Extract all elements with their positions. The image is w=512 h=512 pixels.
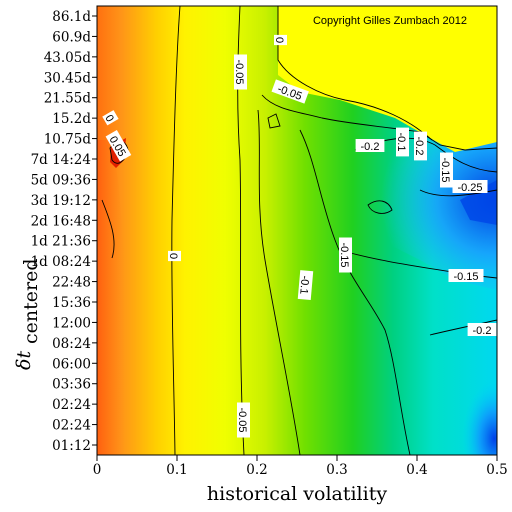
contour-label: -0.15 xyxy=(448,269,484,283)
contour-label: -0.2 xyxy=(413,131,427,161)
contour-label-text: -0.2 xyxy=(361,141,380,153)
y-tick-label: 86.1d xyxy=(52,9,91,25)
y-tick-label: 60.9d xyxy=(52,29,91,45)
contour-label-text: -0.2 xyxy=(473,325,492,337)
contour-label-text: 0 xyxy=(273,37,285,43)
contour-label-bg xyxy=(105,130,132,162)
y-tick-label: 03:36 xyxy=(52,377,91,393)
contour-label-bg xyxy=(467,323,497,336)
contour-line-islet-2 xyxy=(367,200,393,214)
y-tick-label: 7d 14:24 xyxy=(31,152,91,168)
contour-label: -0.2 xyxy=(355,139,385,153)
contour-label: -0.15 xyxy=(338,237,352,273)
contour-label-text: -0.15 xyxy=(338,242,350,267)
contour-label-bg xyxy=(271,79,309,104)
contour-label: -0.15 xyxy=(439,152,453,188)
plot-frame xyxy=(96,5,498,456)
contour-label-text: -0.1 xyxy=(395,133,407,152)
y-tick-label: 30.45d xyxy=(44,70,92,86)
y-axis-title-subscript: centered xyxy=(20,259,42,345)
contour-lines xyxy=(101,5,498,456)
y-tick-label: 3d 19:12 xyxy=(31,193,91,209)
contour-label-text: 0 xyxy=(167,253,179,259)
contour-label-bg xyxy=(448,269,484,282)
contour-label-bg xyxy=(440,152,453,188)
contour-label-text: -0.2 xyxy=(413,137,425,156)
y-tick-label: 43.05d xyxy=(44,50,92,66)
contour-label: -0.05 xyxy=(233,54,247,90)
x-tick-label: 0.5 xyxy=(486,462,507,478)
contour-label: -0.25 xyxy=(452,180,488,194)
contour-line-minus02-lower xyxy=(429,319,498,336)
contour-label: -0.1 xyxy=(395,127,409,157)
contour-label-text: -0.15 xyxy=(453,271,478,283)
x-tick-label: 0.1 xyxy=(166,462,187,478)
contour-label-bg xyxy=(168,250,181,262)
x-tick-label: 0.4 xyxy=(406,462,427,478)
contour-label-text: -0.15 xyxy=(439,157,451,182)
contour-label: -0.05 xyxy=(236,402,250,438)
contour-label: 0 xyxy=(167,250,181,262)
contour-label-bg xyxy=(396,127,409,157)
y-tick-label: 02:24 xyxy=(52,418,91,434)
x-axis: 0 0.1 0.2 0.3 0.4 0.5 xyxy=(93,455,508,478)
contour-label-bg xyxy=(237,402,250,438)
copyright-notice: Copyright Gilles Zumbach 2012 xyxy=(313,15,467,27)
contour-label-bg xyxy=(234,54,247,90)
contour-line-minus015 xyxy=(299,129,411,456)
x-tick-label: 0 xyxy=(93,462,102,478)
contour-line-minus005-upper xyxy=(261,94,498,151)
contour-line-minus025 xyxy=(419,189,498,197)
y-tick-label: 08:24 xyxy=(52,336,91,352)
contour-line-top-boundary xyxy=(277,6,433,141)
x-tick-label: 0.3 xyxy=(326,462,347,478)
y-axis: 01:12 02:24 02:24 03:36 06:00 08:24 12:00 15:36… xyxy=(31,9,97,454)
contour-label-bg xyxy=(355,139,385,152)
contour-label-text: -0.05 xyxy=(233,59,245,84)
contour-label: 0 xyxy=(273,34,287,46)
x-tick-label: 0.2 xyxy=(246,462,267,478)
contour-label-bg xyxy=(274,34,287,46)
y-tick-label: 06:00 xyxy=(52,356,91,372)
contour-label-bg xyxy=(339,237,352,273)
x-axis-title: historical volatility xyxy=(207,483,387,505)
contour-label-text: 0 xyxy=(102,113,115,124)
contour-label-text: -0.25 xyxy=(457,182,482,194)
y-axis-title: δt centered xyxy=(13,259,42,371)
contour-line-minus01 xyxy=(257,109,301,456)
y-tick-label: 01:12 xyxy=(52,438,91,454)
y-tick-label: 15:36 xyxy=(52,295,91,311)
contour-label: 0 xyxy=(102,110,119,126)
y-tick-label: 2d 16:48 xyxy=(31,213,91,229)
y-tick-label: 10.75d xyxy=(44,132,92,148)
contour-label-bg xyxy=(297,270,314,300)
y-tick-label: 1d 21:36 xyxy=(31,234,91,250)
contour-line-0 xyxy=(171,5,181,456)
contour-label-text: -0.1 xyxy=(297,275,311,295)
contour-line-left xyxy=(101,199,115,259)
contour-field xyxy=(97,6,497,455)
y-tick-label: 1d 08:24 xyxy=(31,254,91,270)
contour-line-islet xyxy=(267,113,281,129)
y-tick-label: 12:00 xyxy=(52,315,91,331)
y-tick-label: 5d 09:36 xyxy=(31,172,91,188)
contour-label: -0.1 xyxy=(297,270,314,300)
contour-label-bg xyxy=(102,110,119,126)
y-tick-label: 15.2d xyxy=(52,111,91,127)
y-axis-title-main: δt xyxy=(13,351,35,370)
contour-label: -0.2 xyxy=(467,323,497,337)
y-tick-label: 02:24 xyxy=(52,397,91,413)
contour-label-bg xyxy=(414,131,427,161)
contour-label-bg xyxy=(452,180,488,193)
contour-label-text: -0.05 xyxy=(236,407,248,432)
y-tick-label: 22:48 xyxy=(52,275,91,291)
y-tick-label: 21.55d xyxy=(44,91,92,107)
